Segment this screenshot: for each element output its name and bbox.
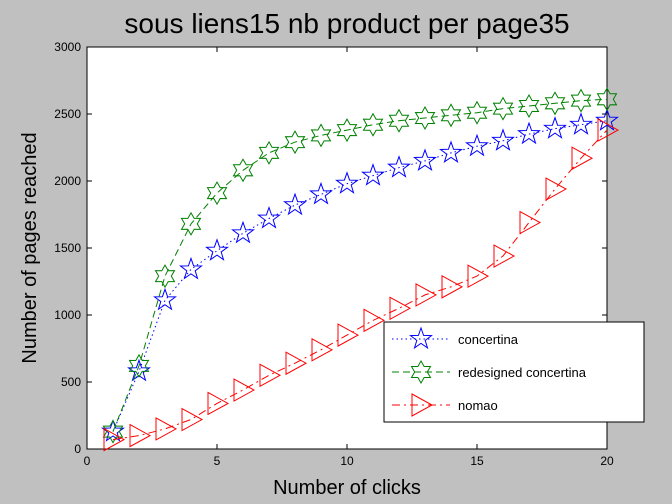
x-tick-label: 15 (470, 454, 484, 468)
data-point-marker (154, 264, 176, 289)
data-point-marker (492, 96, 514, 121)
series-layer (101, 87, 620, 452)
legend-marker (409, 326, 433, 350)
legend-entry: nomao (392, 393, 498, 417)
data-point-marker (285, 351, 308, 376)
data-point-marker (493, 244, 516, 268)
chart-title: sous liens15 nb product per page35 (124, 8, 569, 39)
legend: concertina redesigned concertina nomao (383, 321, 645, 423)
data-point-marker (153, 287, 177, 311)
series-line (112, 98, 608, 432)
legend-label: nomao (458, 398, 498, 413)
legend-entry: concertina (392, 326, 519, 350)
data-point-marker (597, 118, 620, 142)
data-point-marker (335, 171, 359, 194)
data-point-marker (491, 128, 515, 151)
x-tick-label: 0 (84, 454, 91, 468)
data-point-marker (388, 108, 410, 133)
data-point-marker (387, 155, 411, 178)
data-point-marker (129, 423, 152, 448)
series-redesigned-concertina (102, 87, 618, 444)
data-point-marker (128, 353, 150, 378)
data-point-marker (441, 275, 464, 299)
data-point-marker (439, 140, 463, 164)
y-tick-label: 1500 (54, 241, 81, 255)
data-point-marker (595, 108, 619, 131)
data-point-marker (571, 146, 594, 171)
data-point-marker (205, 238, 229, 261)
legend-label: redesigned concertina (458, 365, 587, 380)
data-point-marker (389, 296, 412, 321)
data-point-marker (543, 116, 567, 139)
data-point-marker (206, 181, 228, 206)
data-point-marker (596, 87, 618, 112)
data-point-marker (310, 123, 332, 148)
data-point-marker (363, 308, 386, 333)
data-point-marker (336, 118, 358, 143)
axis-ticks: 0 5 10 15 20 0 500 1000 1500 2000 2500 3000 (54, 40, 614, 468)
y-tick-label: 2500 (54, 107, 81, 121)
data-point-marker (414, 105, 436, 131)
data-point-marker (283, 192, 307, 216)
data-point-marker (440, 103, 462, 128)
data-point-marker (570, 88, 592, 113)
data-point-marker (103, 427, 126, 452)
series-line (112, 129, 608, 441)
x-tick-label: 20 (600, 454, 614, 468)
legend-marker (410, 359, 432, 385)
data-point-marker (362, 112, 384, 137)
data-point-marker (309, 181, 333, 205)
legend-marker (411, 393, 434, 417)
data-point-marker (207, 391, 230, 416)
data-point-marker (181, 407, 204, 432)
data-point-marker (361, 163, 385, 186)
data-point-marker (337, 323, 360, 347)
data-point-marker (259, 363, 282, 388)
data-point-marker (465, 133, 489, 157)
data-point-marker (258, 140, 280, 165)
data-point-marker (415, 283, 438, 307)
data-point-marker (569, 112, 593, 135)
data-point-marker (232, 158, 254, 183)
legend-entry: redesigned concertina (392, 359, 587, 385)
data-point-marker (519, 210, 542, 235)
y-tick-label: 0 (74, 442, 81, 456)
y-tick-label: 1000 (54, 308, 81, 322)
data-point-marker (544, 91, 566, 116)
data-point-marker (231, 220, 255, 244)
legend-label: concertina (458, 332, 519, 347)
data-point-marker (311, 337, 334, 362)
y-tick-label: 500 (61, 375, 81, 389)
x-tick-label: 10 (340, 454, 354, 468)
data-point-marker (179, 256, 203, 280)
data-point-marker (466, 100, 488, 125)
data-point-marker (467, 264, 490, 288)
data-point-marker (155, 417, 178, 441)
data-point-marker (517, 121, 541, 145)
data-point-marker (284, 130, 306, 155)
data-point-marker (257, 205, 281, 229)
series-nomao (103, 118, 620, 452)
data-point-marker (413, 148, 437, 172)
x-tick-label: 5 (214, 454, 221, 468)
data-point-marker (545, 177, 568, 201)
data-point-marker (180, 211, 202, 236)
data-point-marker (233, 378, 256, 402)
data-point-marker (102, 419, 124, 444)
y-tick-label: 3000 (54, 40, 81, 54)
y-axis-label: Number of pages reached (19, 132, 41, 363)
data-point-marker (518, 93, 540, 119)
y-tick-label: 2000 (54, 174, 81, 188)
x-axis-label: Number of clicks (273, 477, 421, 499)
